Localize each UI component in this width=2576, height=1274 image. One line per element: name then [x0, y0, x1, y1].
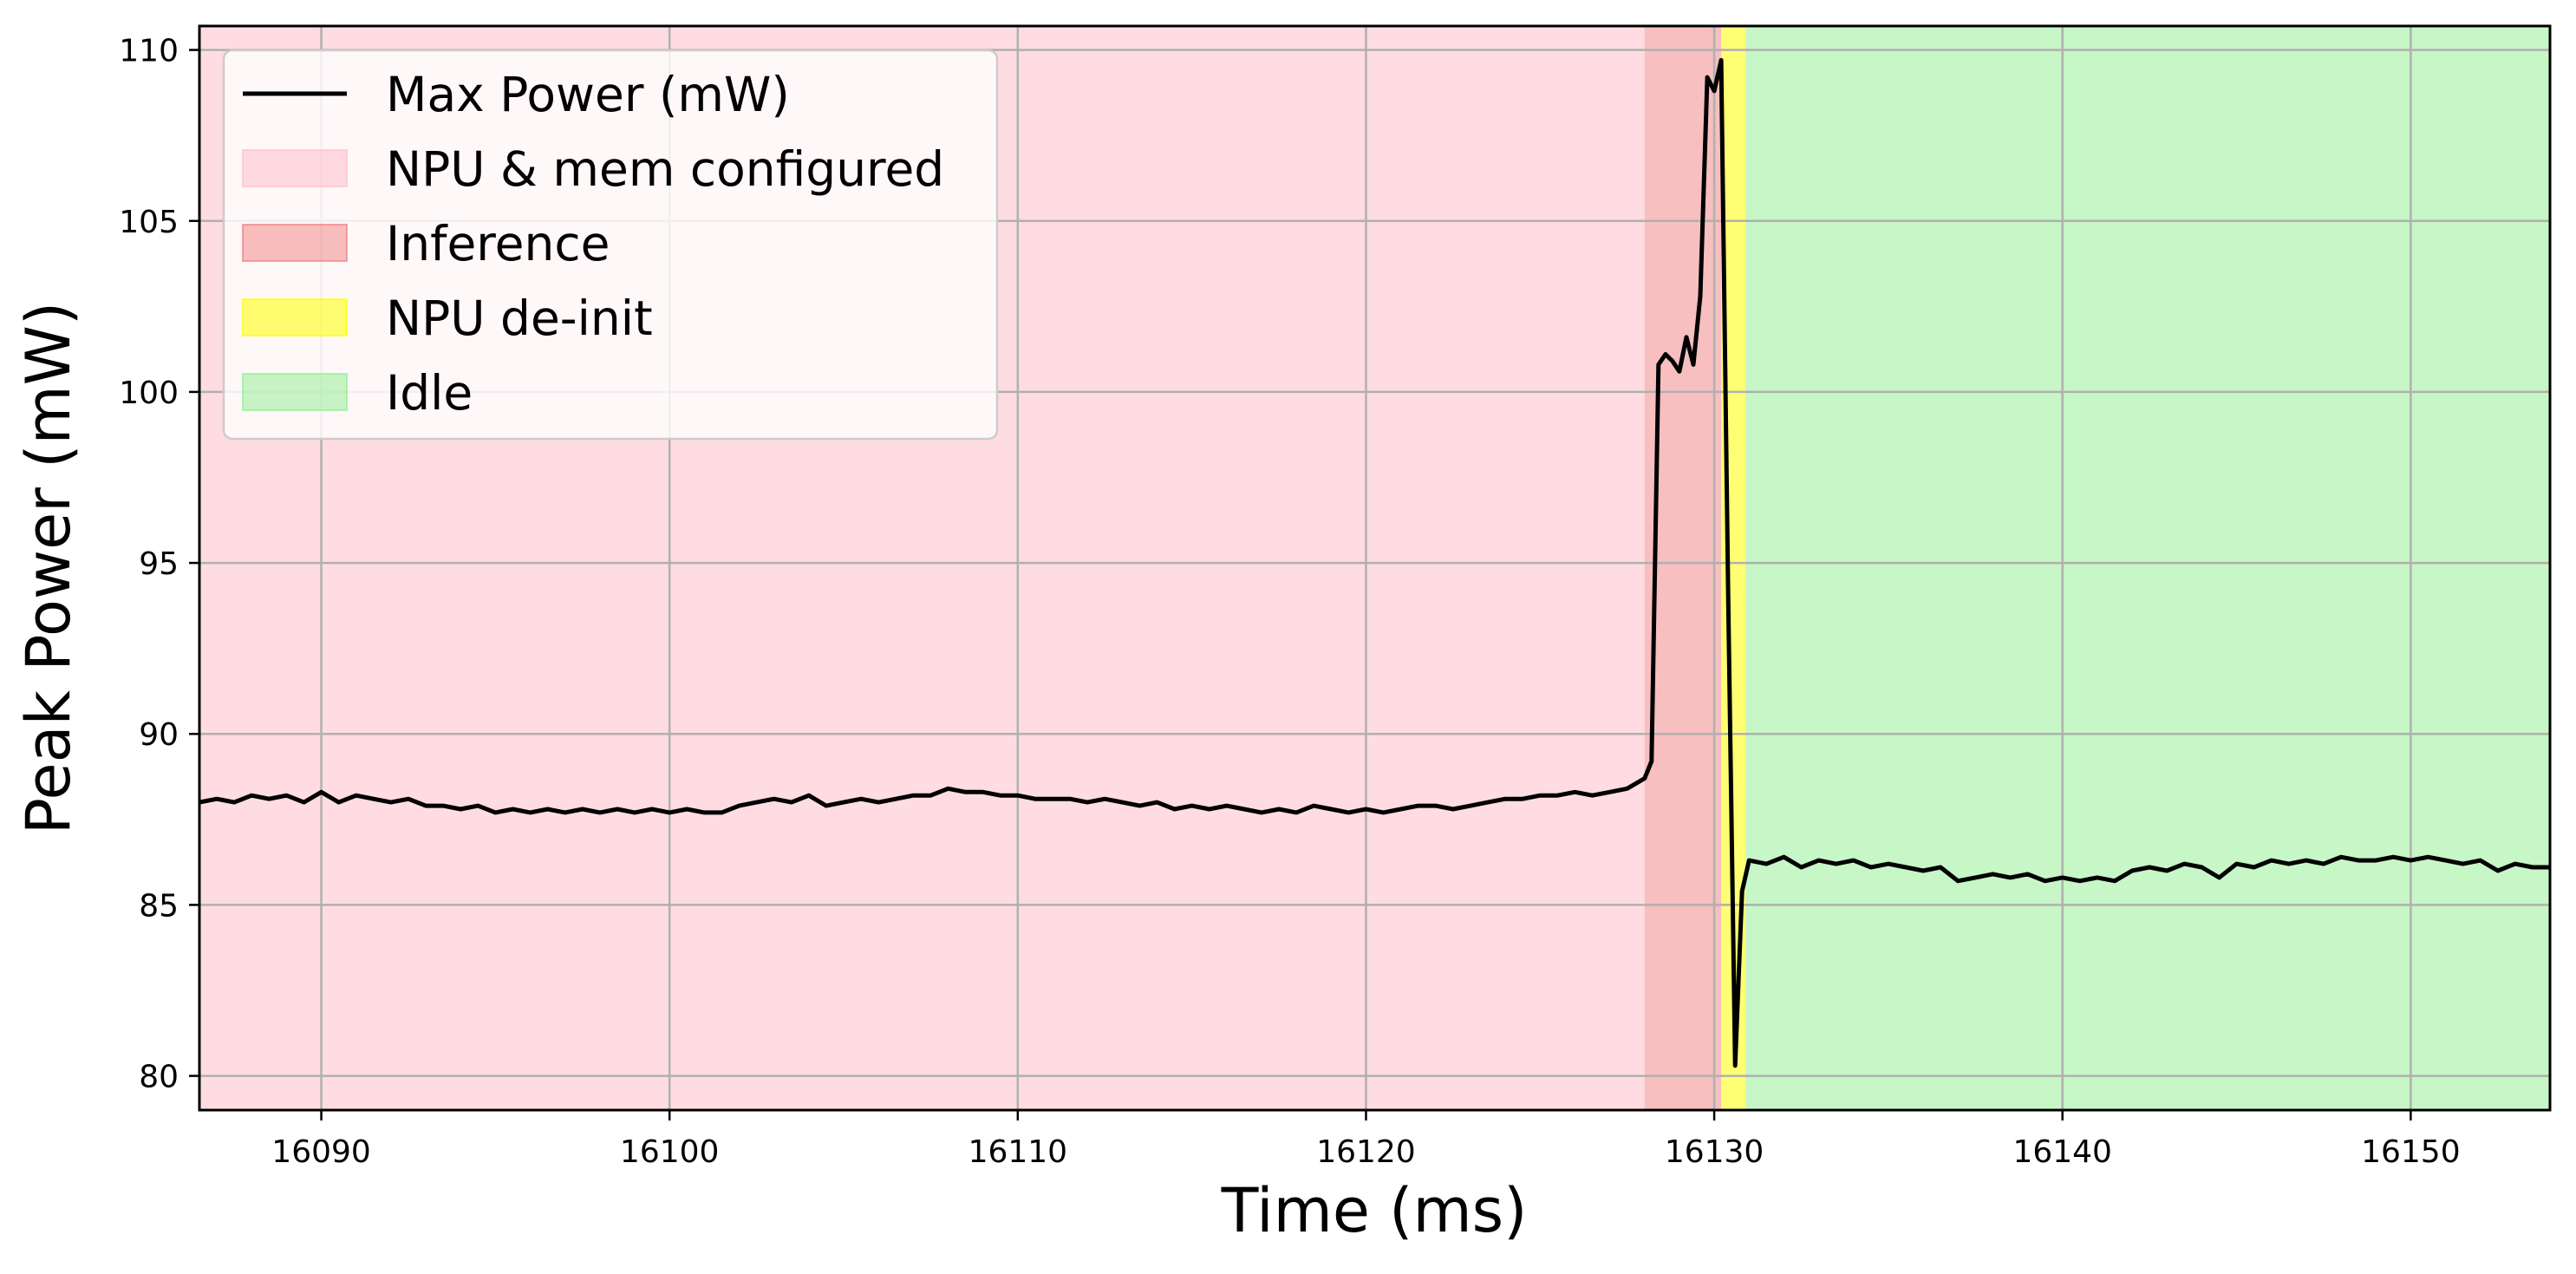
y-tick-label-6: 110 — [119, 34, 179, 69]
legend-label-1: NPU & mem configured — [386, 141, 944, 197]
y-tick-label-5: 105 — [119, 205, 179, 240]
legend-swatch-3 — [242, 298, 348, 336]
x-axis-ticks: 16090 16100 16110 16120 16130 16140 16150 — [271, 1110, 2461, 1170]
legend: Max Power (mW) NPU & mem configured Infere… — [222, 49, 999, 441]
x-tick-label-0: 16090 — [271, 1134, 371, 1170]
legend-label-2: Inference — [386, 216, 610, 271]
x-tick-label-3: 16120 — [1316, 1134, 1416, 1170]
x-tick-label-5: 16140 — [2012, 1134, 2112, 1170]
legend-swatch-1 — [242, 149, 348, 187]
x-tick-label-6: 16150 — [2361, 1134, 2461, 1170]
series-layer — [199, 57, 2550, 1068]
y-axis-label: Peak Power (mW) — [13, 302, 84, 834]
series-line-0 — [199, 57, 2550, 1068]
legend-box — [222, 49, 999, 441]
legend-swatch-4 — [242, 373, 348, 411]
legend-label-3: NPU de-init — [386, 291, 653, 346]
y-axis-ticks: 80 85 90 95 100 105 110 — [119, 34, 199, 1095]
y-tick-label-1: 85 — [139, 888, 179, 924]
x-axis-label: Time (ms) — [1221, 1175, 1528, 1246]
y-tick-label-0: 80 — [139, 1060, 179, 1095]
y-tick-label-4: 100 — [119, 376, 179, 411]
plot-frame — [198, 24, 2552, 1112]
x-tick-label-4: 16130 — [1665, 1134, 1764, 1170]
region-3 — [1745, 26, 2550, 1110]
x-tick-label-2: 16110 — [968, 1134, 1068, 1170]
region-1 — [1644, 26, 1722, 1110]
legend-swatch-2 — [242, 224, 348, 262]
y-tick-label-2: 90 — [139, 717, 179, 753]
y-tick-label-3: 95 — [139, 546, 179, 582]
x-tick-label-1: 16100 — [620, 1134, 720, 1170]
legend-label-0: Max Power (mW) — [386, 67, 790, 122]
legend-label-4: Idle — [386, 365, 473, 421]
